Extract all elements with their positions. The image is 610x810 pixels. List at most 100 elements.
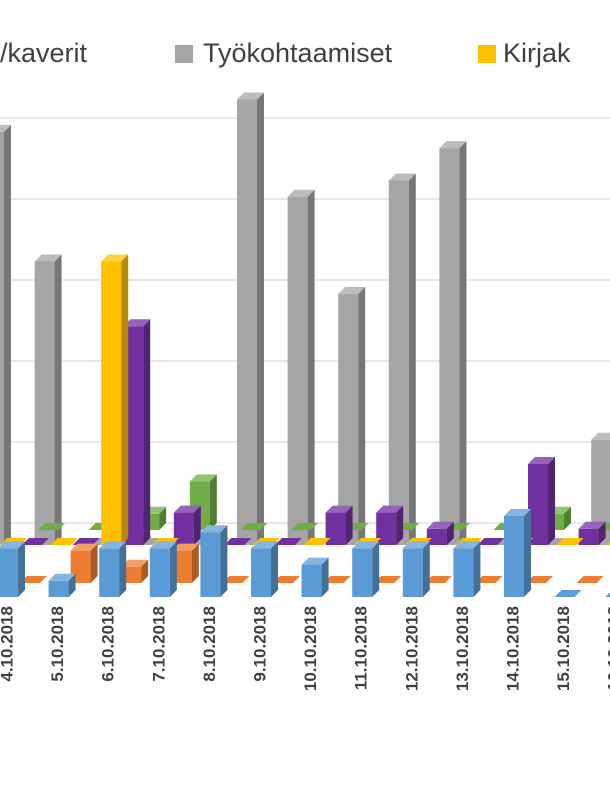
bar <box>477 538 505 545</box>
bar-top <box>374 576 402 583</box>
x-tick-label: 9.10.2018 <box>250 606 269 682</box>
legend-swatch <box>175 45 193 63</box>
bar <box>34 254 62 545</box>
bar-top <box>426 521 454 529</box>
bar-front <box>99 548 120 597</box>
bar-top <box>453 541 481 549</box>
bar-top <box>275 538 302 545</box>
bar-top <box>352 541 380 549</box>
x-tick-label: 8.10.2018 <box>200 606 219 682</box>
bar-top <box>189 474 217 482</box>
bar-top <box>388 173 416 181</box>
bar-top <box>338 286 366 294</box>
legend-label: Työkohtaamiset <box>203 38 393 68</box>
legend-label: Kirjak <box>503 38 571 68</box>
bar-side <box>459 141 467 545</box>
bar <box>0 124 11 546</box>
bar-front <box>578 528 599 545</box>
bar-side <box>220 525 228 597</box>
bar-top <box>291 523 318 530</box>
bar <box>475 576 503 583</box>
bar-front <box>453 548 474 597</box>
bar <box>251 541 278 597</box>
bar <box>528 457 555 545</box>
bar-side <box>408 173 416 545</box>
bar-top <box>578 521 606 529</box>
bar <box>591 432 610 545</box>
bar-side <box>257 92 264 545</box>
bar-top <box>20 576 47 583</box>
bar <box>607 542 610 545</box>
bar-top <box>576 576 604 583</box>
bar <box>526 576 553 583</box>
bar-side <box>564 506 571 530</box>
bar-top <box>237 92 264 100</box>
bar <box>222 576 250 583</box>
bar-side <box>271 541 278 597</box>
bar-front <box>0 131 4 545</box>
bar <box>0 541 25 597</box>
bar-top <box>149 541 177 549</box>
x-tick-label: 4.10.2018 <box>0 606 16 682</box>
x-tick-label: 16.10.2018 <box>605 606 610 691</box>
bar-side <box>548 457 555 545</box>
bar-front <box>237 99 257 545</box>
bar <box>224 538 252 545</box>
bar-side <box>143 319 151 545</box>
x-tick-label: 10.10.2018 <box>301 606 320 691</box>
bar <box>303 538 331 545</box>
bar <box>605 592 610 597</box>
bar-side <box>169 541 177 597</box>
bar-top <box>38 523 65 530</box>
bar-front <box>287 196 308 545</box>
bar <box>554 590 582 597</box>
bar-top <box>591 432 610 440</box>
bar-front <box>504 516 524 597</box>
bar-top <box>504 509 531 516</box>
bar <box>291 523 318 530</box>
bar-top <box>70 543 98 551</box>
bar-top <box>556 538 584 545</box>
bar-top <box>325 505 353 513</box>
bar-front <box>591 439 610 545</box>
x-tick-label: 15.10.2018 <box>554 606 573 691</box>
bar-top <box>123 319 151 327</box>
bar <box>20 576 47 583</box>
bar <box>402 541 430 597</box>
bar <box>376 505 404 545</box>
x-tick-label: 12.10.2018 <box>402 606 421 691</box>
bar-side <box>345 505 353 545</box>
bar <box>273 576 300 583</box>
bar-side <box>372 541 380 597</box>
bar <box>149 541 177 597</box>
x-tick-label: 5.10.2018 <box>48 606 67 682</box>
bar-top <box>323 576 351 583</box>
bar-top <box>554 590 582 597</box>
bar-side <box>422 541 430 597</box>
bar <box>453 541 481 597</box>
x-tick-label: 14.10.2018 <box>503 606 522 691</box>
bar <box>301 557 329 597</box>
bar-side <box>598 521 606 545</box>
bar-top <box>101 254 129 262</box>
bar <box>237 92 264 545</box>
bar-front <box>149 548 170 597</box>
bar-side <box>446 521 454 545</box>
bar <box>439 141 467 545</box>
bar-front <box>426 528 447 545</box>
bar <box>424 576 452 583</box>
bar-side <box>159 506 167 530</box>
bar <box>374 576 402 583</box>
bar-top <box>301 557 329 565</box>
bar <box>48 573 76 597</box>
x-tick-label: 11.10.2018 <box>352 606 371 690</box>
bar-top <box>605 592 610 597</box>
bar <box>200 525 228 597</box>
bar <box>189 474 217 530</box>
bar-front <box>528 464 548 545</box>
bar-front <box>251 548 271 597</box>
x-tick-label: 13.10.2018 <box>453 606 472 691</box>
bar <box>240 523 268 530</box>
legend-label: /kaverit <box>0 38 88 68</box>
bar-front <box>325 512 346 545</box>
